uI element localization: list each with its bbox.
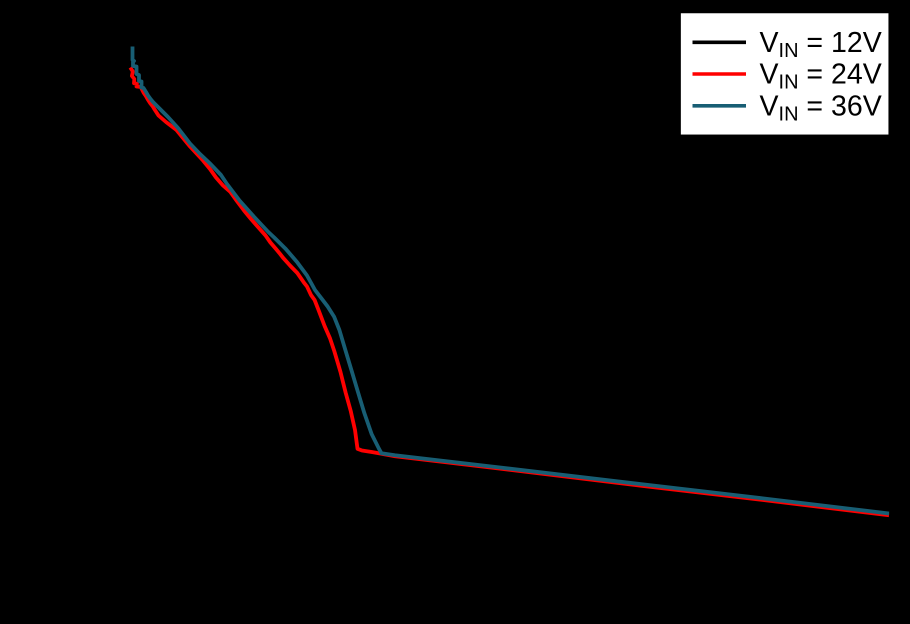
svg-text:VIN = 24V: VIN = 24V xyxy=(760,59,882,94)
svg-text:VIN = 12V: VIN = 12V xyxy=(760,27,882,62)
svg-text:VIN = 36V: VIN = 36V xyxy=(760,90,882,125)
